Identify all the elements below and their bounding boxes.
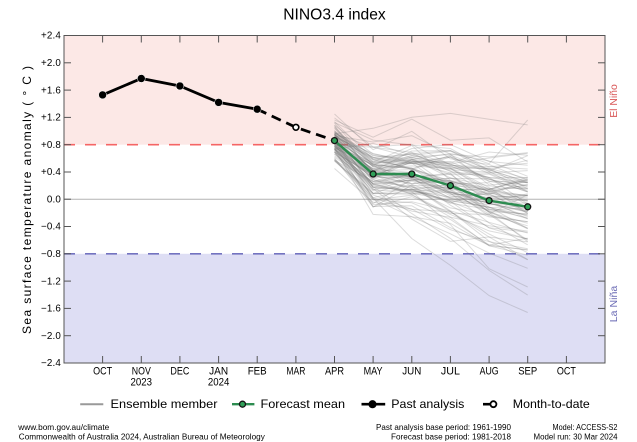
svg-text:−2.0: −2.0 — [41, 331, 61, 342]
svg-text:Sea surface temperature anomal: Sea surface temperature anomaly ( ° C ) — [20, 66, 34, 334]
svg-text:DEC: DEC — [170, 366, 189, 378]
svg-text:Model run: 30 Mar 2024: Model run: 30 Mar 2024 — [534, 431, 618, 441]
svg-text:−1.2: −1.2 — [41, 276, 61, 287]
svg-text:Forecast base period: 1981-201: Forecast base period: 1981-2018 — [391, 431, 511, 441]
svg-text:OCT: OCT — [93, 366, 112, 378]
svg-text:0.0: 0.0 — [47, 194, 61, 205]
svg-text:FEB: FEB — [248, 366, 267, 378]
svg-text:MAR: MAR — [286, 366, 305, 378]
svg-text:JUL: JUL — [441, 366, 460, 378]
svg-text:Past analysis: Past analysis — [391, 397, 464, 411]
svg-text:La Niña: La Niña — [608, 286, 620, 323]
svg-text:SEP: SEP — [518, 366, 537, 378]
svg-text:Ensemble member: Ensemble member — [111, 397, 218, 411]
svg-text:Past analysis base period: 196: Past analysis base period: 1961-1990 — [376, 422, 511, 432]
svg-text:+0.8: +0.8 — [41, 140, 61, 151]
svg-text:2023: 2023 — [131, 377, 153, 389]
svg-text:Commonwealth of Australia 2024: Commonwealth of Australia 2024, Australi… — [19, 431, 266, 441]
svg-text:APR: APR — [325, 366, 344, 378]
svg-text:NINO3.4 index: NINO3.4 index — [283, 7, 386, 24]
svg-text:+1.2: +1.2 — [41, 113, 61, 124]
svg-text:+0.4: +0.4 — [41, 167, 61, 178]
svg-text:Forecast mean: Forecast mean — [261, 397, 346, 411]
svg-text:+2.4: +2.4 — [41, 31, 61, 42]
svg-text:NOV: NOV — [132, 366, 152, 378]
svg-text:−1.6: −1.6 — [41, 304, 61, 315]
svg-text:MAY: MAY — [364, 366, 383, 378]
svg-text:AUG: AUG — [480, 366, 499, 378]
svg-text:−0.4: −0.4 — [41, 222, 61, 233]
svg-text:www.bom.gov.au/climate: www.bom.gov.au/climate — [17, 422, 109, 432]
svg-text:2024: 2024 — [208, 377, 230, 389]
svg-text:Month-to-date: Month-to-date — [513, 397, 590, 411]
svg-text:+1.6: +1.6 — [41, 85, 61, 96]
svg-text:Model: ACCESS-S2: Model: ACCESS-S2 — [553, 422, 618, 432]
svg-text:+2.0: +2.0 — [41, 58, 61, 69]
svg-text:JAN: JAN — [209, 366, 228, 378]
svg-text:−0.8: −0.8 — [41, 249, 61, 260]
svg-text:El Niño: El Niño — [608, 84, 620, 118]
svg-text:−2.4: −2.4 — [41, 358, 61, 369]
svg-text:JUN: JUN — [402, 366, 421, 378]
svg-text:OCT: OCT — [557, 366, 576, 378]
